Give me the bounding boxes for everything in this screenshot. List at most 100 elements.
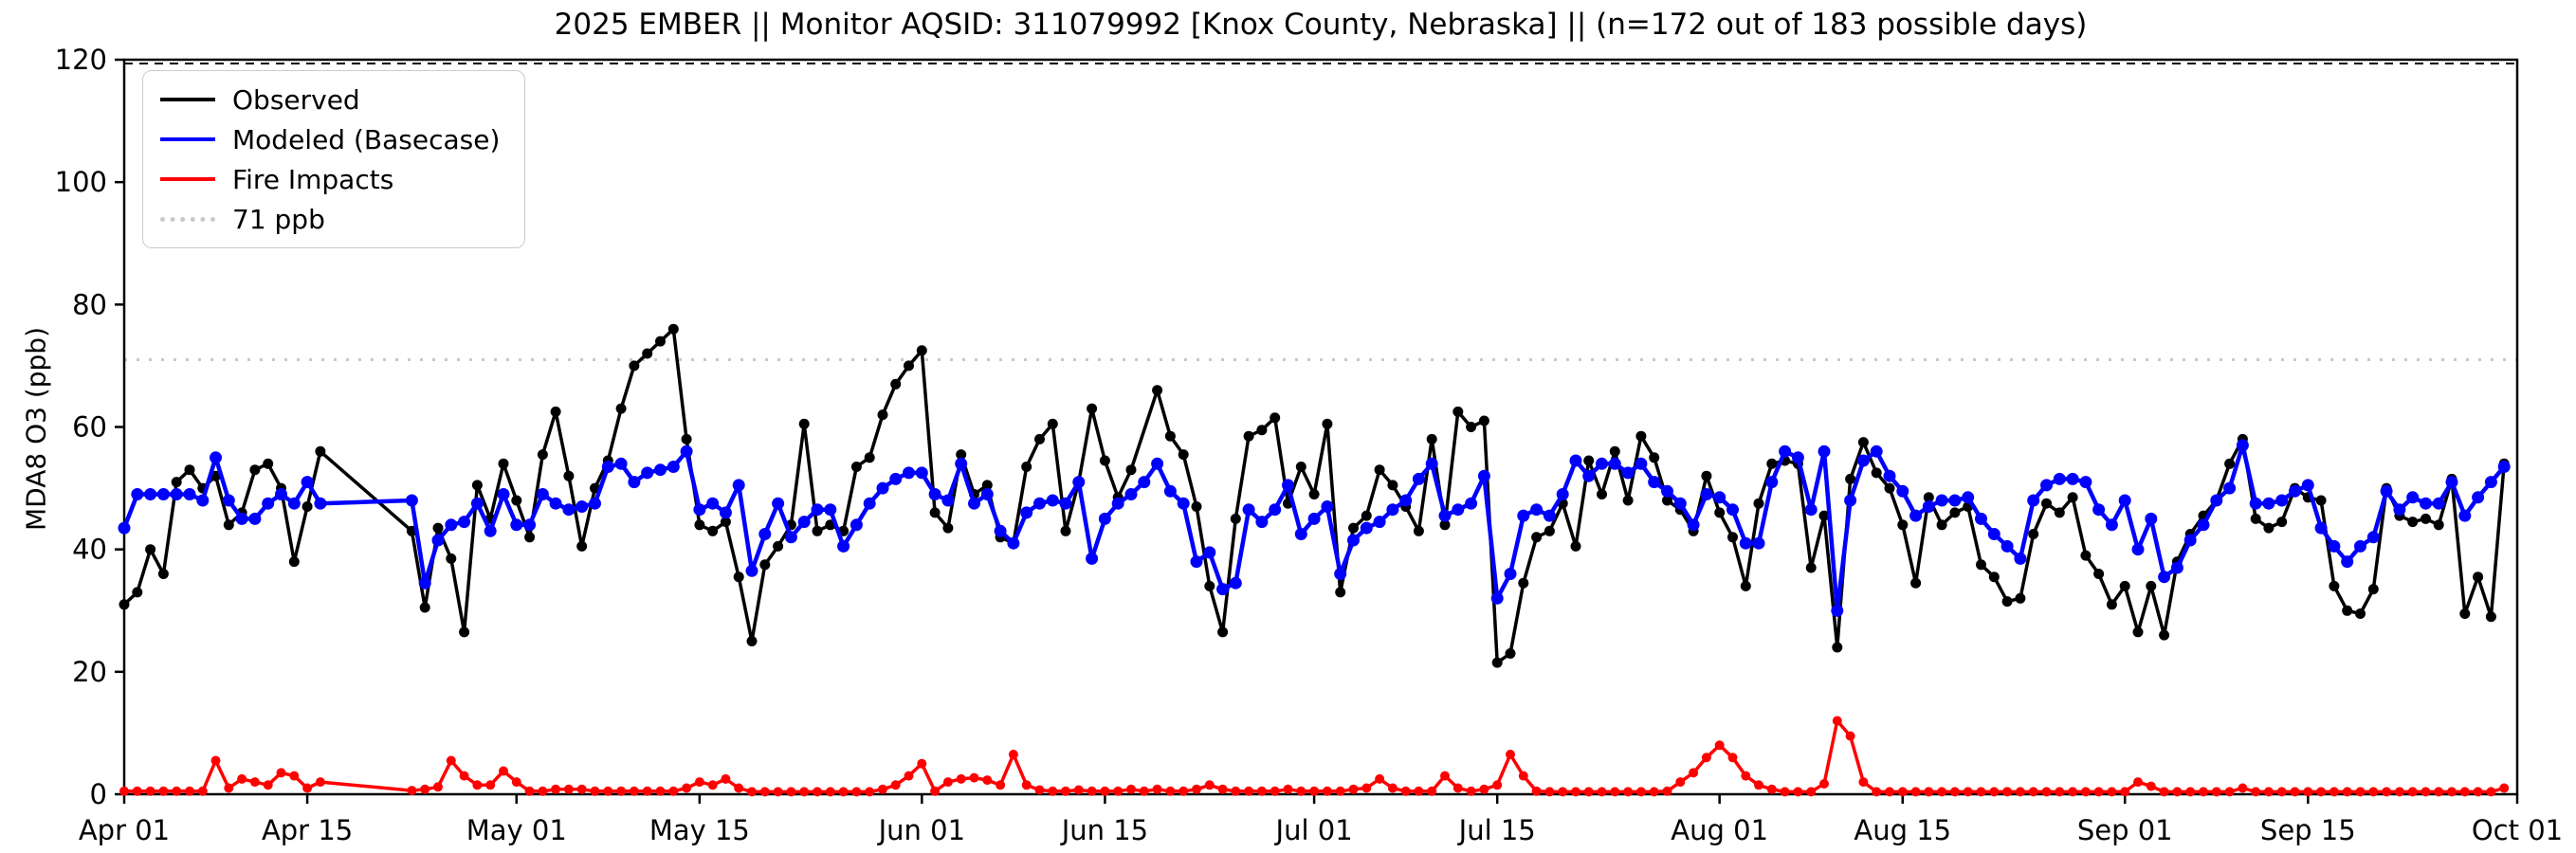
series-marker-observed <box>459 626 470 638</box>
series-marker-modeled-basecase- <box>1739 536 1752 550</box>
series-marker-modeled-basecase- <box>1818 445 1831 458</box>
series-marker-observed <box>1884 482 1895 494</box>
series-marker-fire-impacts <box>2434 787 2444 797</box>
series-marker-fire-impacts <box>1610 787 1620 797</box>
legend-item-fire: Fire Impacts <box>160 164 500 195</box>
series-marker-fire-impacts <box>224 783 234 793</box>
x-tick-label: May 15 <box>649 814 750 846</box>
series-marker-modeled-basecase- <box>1111 497 1124 510</box>
x-tick-label: Apr 01 <box>79 814 170 846</box>
series-marker-observed <box>1178 449 1189 461</box>
series-marker-fire-impacts <box>930 786 941 796</box>
series-marker-observed <box>2485 611 2496 623</box>
series-marker-fire-impacts <box>825 787 835 797</box>
series-marker-fire-impacts <box>747 787 757 797</box>
y-tick-label: 40 <box>72 534 107 566</box>
series-marker-fire-impacts <box>890 780 901 790</box>
series-marker-observed <box>2067 492 2078 503</box>
series-marker-fire-impacts <box>603 786 613 796</box>
series-marker-observed <box>642 348 653 359</box>
series-marker-modeled-basecase- <box>1608 457 1621 470</box>
series-marker-fire-impacts <box>119 786 129 796</box>
series-marker-observed <box>615 403 627 414</box>
series-marker-fire-impacts <box>1087 786 1097 796</box>
series-marker-fire-impacts <box>759 787 770 797</box>
series-marker-fire-impacts <box>538 786 548 796</box>
series-marker-fire-impacts <box>551 784 561 794</box>
series-marker-modeled-basecase- <box>1922 500 1935 513</box>
series-marker-fire-impacts <box>1283 784 1293 794</box>
series-marker-modeled-basecase- <box>1425 457 1438 470</box>
series-marker-observed <box>1871 467 1882 479</box>
series-marker-modeled-basecase- <box>275 488 287 500</box>
series-marker-fire-impacts <box>668 786 679 796</box>
series-marker-fire-impacts <box>1414 786 1424 796</box>
series-marker-modeled-basecase- <box>562 503 575 517</box>
series-marker-modeled-basecase- <box>575 500 589 513</box>
series-marker-observed <box>2459 608 2471 619</box>
series-marker-fire-impacts <box>2394 787 2404 797</box>
series-marker-fire-impacts <box>1008 750 1018 759</box>
legend-item-observed: Observed <box>160 84 500 116</box>
series-marker-modeled-basecase- <box>118 521 131 535</box>
x-tick-label: Sep 01 <box>2077 814 2173 846</box>
series-marker-observed <box>1845 473 1856 484</box>
series-marker-fire-impacts <box>2028 787 2038 797</box>
series-marker-fire-impacts <box>1885 787 1894 797</box>
series-marker-fire-impacts <box>524 786 535 796</box>
series-marker-fire-impacts <box>1073 785 1084 795</box>
series-marker-fire-impacts <box>1727 753 1738 763</box>
series-marker-observed <box>2367 584 2379 595</box>
x-tick-label: Jul 01 <box>1274 814 1353 846</box>
series-marker-observed <box>1622 495 1634 506</box>
series-marker-modeled-basecase- <box>523 518 537 532</box>
legend-label-modeled: Modeled (Basecase) <box>232 123 501 155</box>
series-marker-fire-impacts <box>2251 787 2261 797</box>
series-marker-observed <box>1164 430 1176 442</box>
series-marker-observed <box>2028 529 2039 539</box>
series-marker-observed <box>720 517 731 528</box>
series-marker-modeled-basecase- <box>968 497 980 510</box>
series-marker-observed <box>2106 599 2117 610</box>
series-marker-observed <box>2080 550 2092 561</box>
series-marker-modeled-basecase- <box>183 488 196 500</box>
series-marker-observed <box>667 323 679 335</box>
series-marker-observed <box>1295 462 1306 472</box>
series-marker-modeled-basecase- <box>1582 469 1596 482</box>
series-marker-fire-impacts <box>1100 786 1110 796</box>
series-marker-observed <box>1439 519 1451 531</box>
series-marker-observed <box>446 553 457 564</box>
series-marker-modeled-basecase- <box>131 488 144 500</box>
series-marker-observed <box>511 495 522 506</box>
series-marker-fire-impacts <box>145 786 155 796</box>
series-marker-fire-impacts <box>707 780 718 790</box>
series-marker-fire-impacts <box>1963 787 1973 797</box>
series-marker-fire-impacts <box>1531 786 1542 796</box>
series-marker-fire-impacts <box>1400 786 1411 796</box>
series-marker-fire-impacts <box>773 787 783 797</box>
series-marker-modeled-basecase- <box>2092 503 2106 517</box>
series-marker-fire-impacts <box>655 786 666 796</box>
series-marker-fire-impacts <box>2290 787 2300 797</box>
series-marker-fire-impacts <box>1322 786 1332 796</box>
series-marker-observed <box>1308 489 1320 499</box>
x-tick-label: Aug 15 <box>1854 814 1951 846</box>
series-marker-observed <box>1740 580 1751 591</box>
series-marker-observed <box>2054 507 2065 518</box>
series-marker-modeled-basecase- <box>719 506 732 519</box>
series-marker-fire-impacts <box>1976 787 1986 797</box>
series-marker-modeled-basecase- <box>484 524 497 537</box>
series-marker-observed <box>1466 422 1477 432</box>
series-marker-fire-impacts <box>1989 787 2000 797</box>
series-marker-fire-impacts <box>1492 780 1503 790</box>
series-marker-observed <box>132 587 143 598</box>
series-marker-modeled-basecase- <box>994 524 1007 537</box>
series-marker-modeled-basecase- <box>2366 531 2380 544</box>
series-marker-modeled-basecase- <box>889 472 903 485</box>
series-marker-modeled-basecase- <box>1399 494 1413 507</box>
series-marker-fire-impacts <box>996 780 1006 790</box>
series-marker-fire-impacts <box>276 768 286 778</box>
series-marker-modeled-basecase- <box>549 497 562 510</box>
series-marker-observed <box>471 480 483 491</box>
series-marker-modeled-basecase- <box>2445 476 2458 489</box>
